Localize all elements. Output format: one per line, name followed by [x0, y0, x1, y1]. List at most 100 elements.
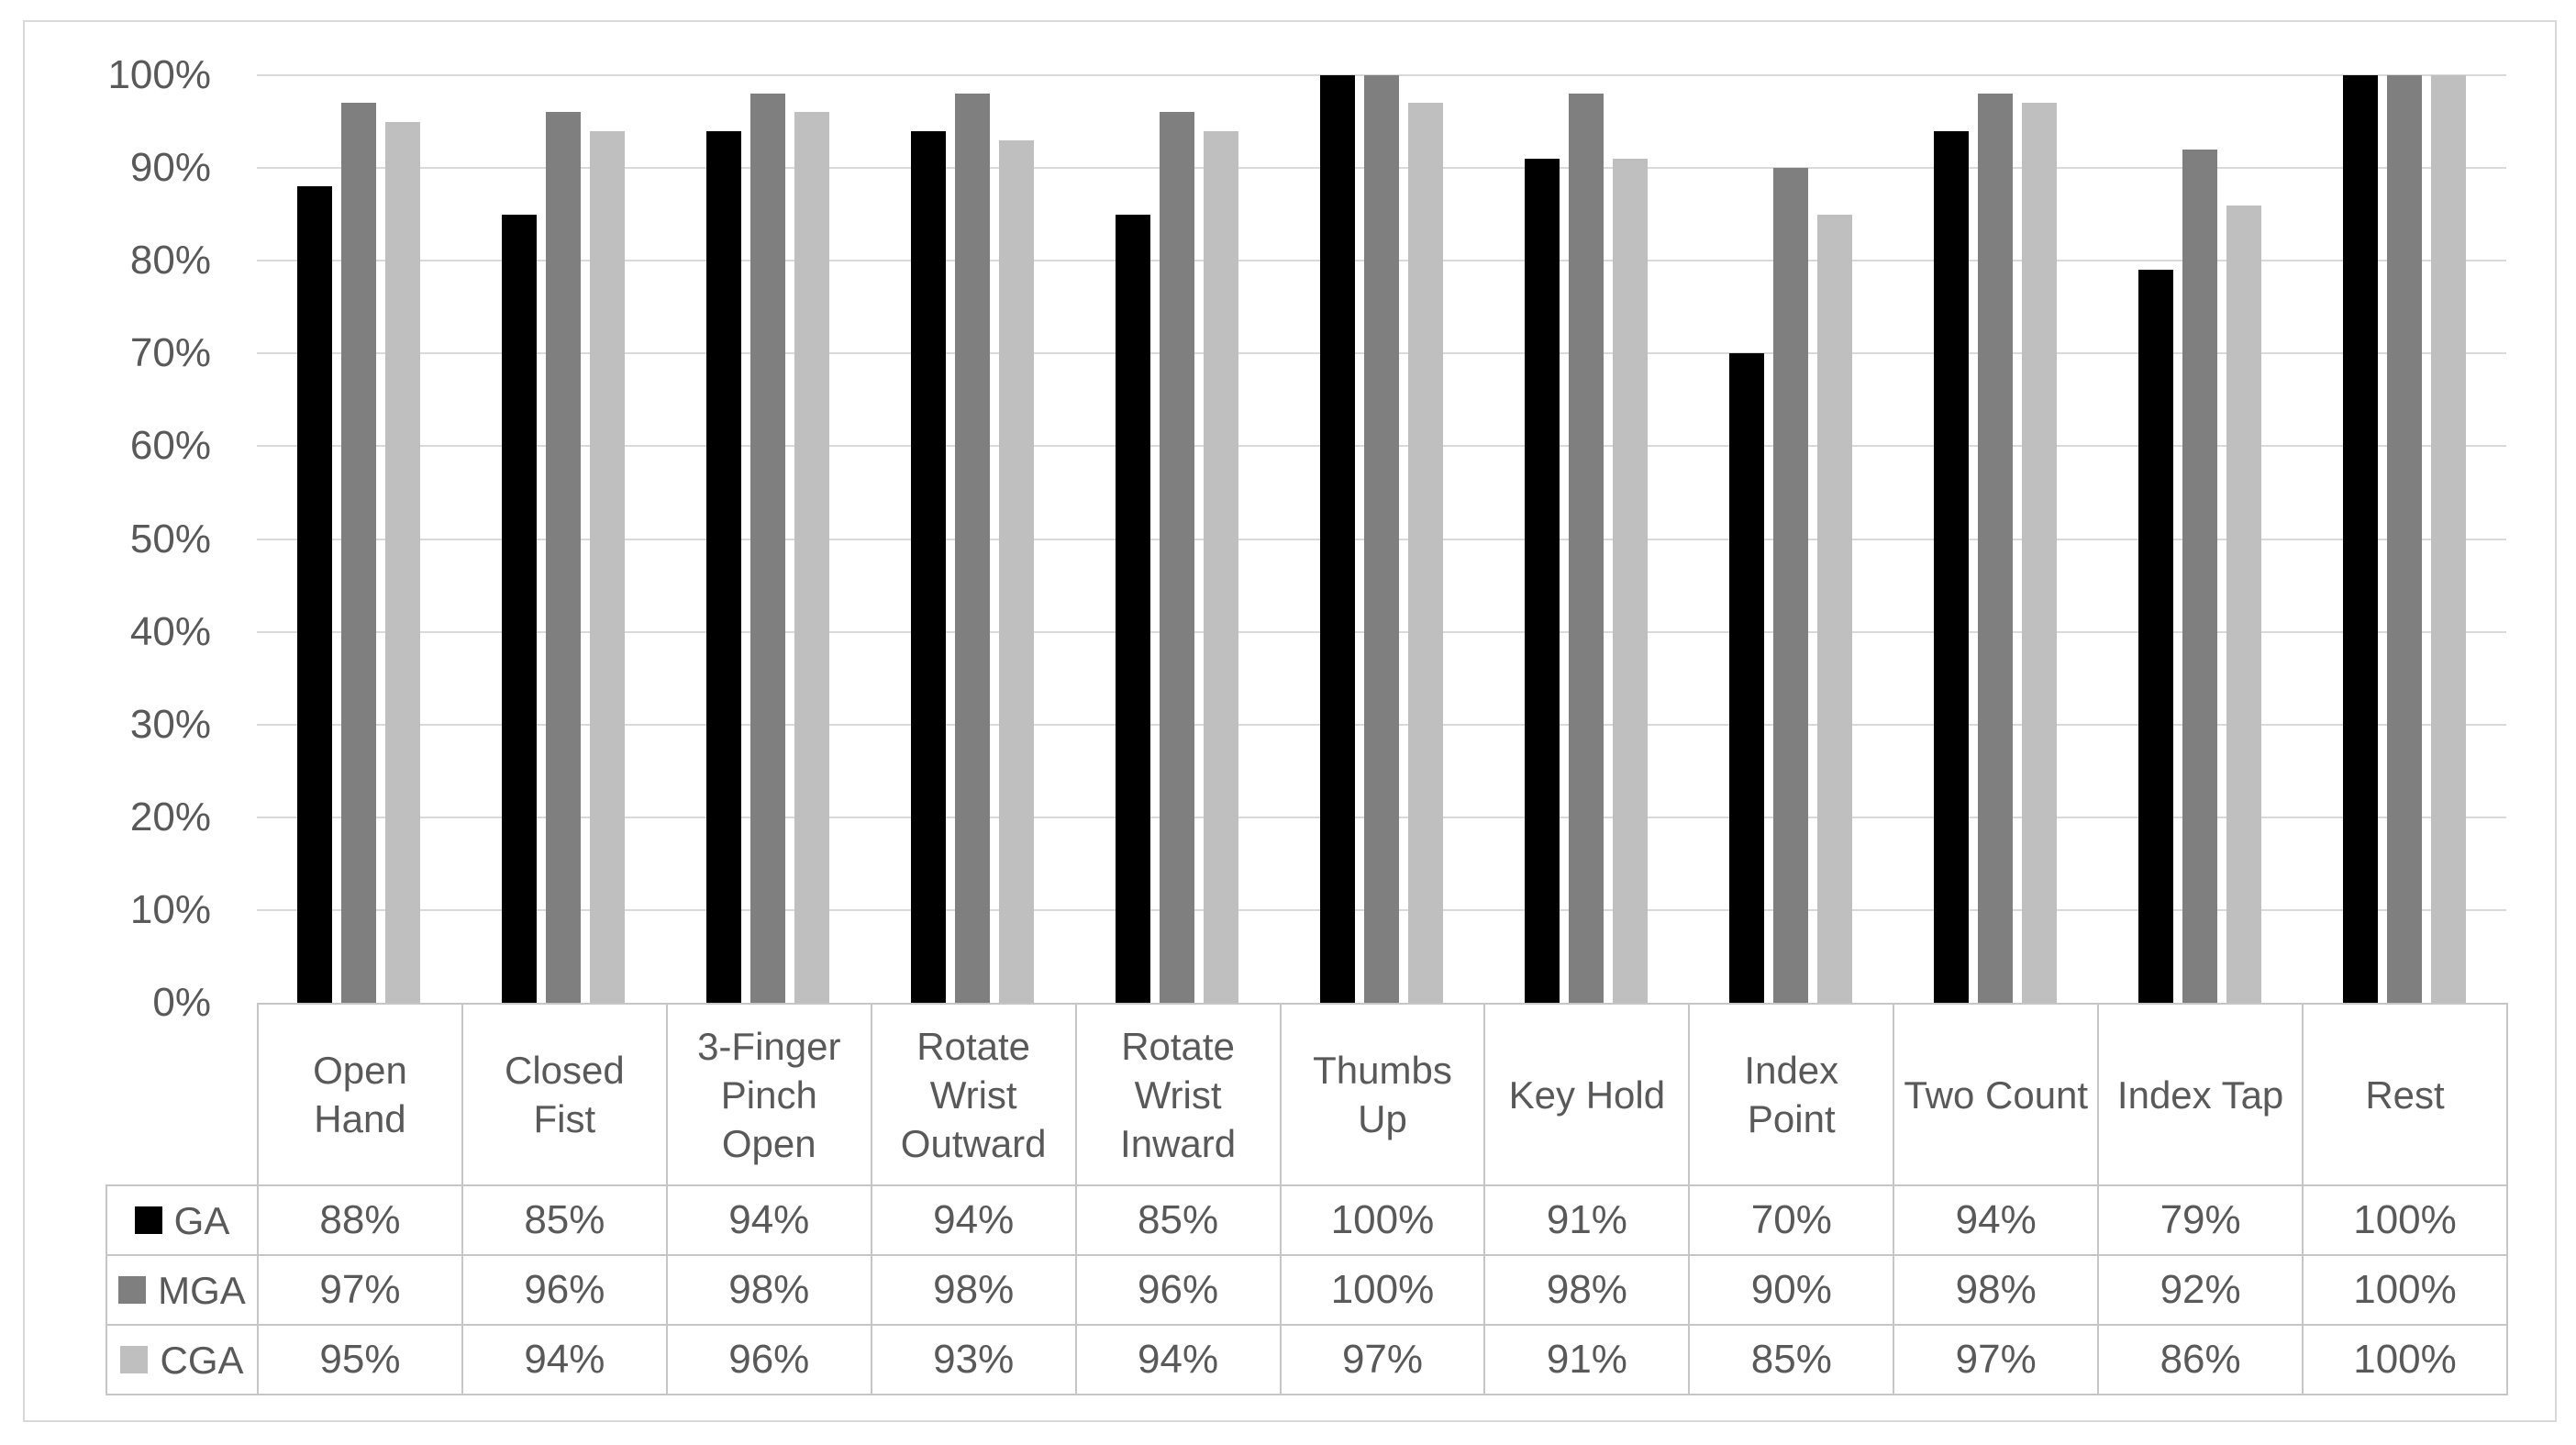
value-cell-mga-3-finger-pinch-open: 98%: [665, 1254, 872, 1326]
bar-mga-key-hold: [1568, 94, 1604, 1003]
value-cell-ga-rotate-wrist-outward: 94%: [870, 1184, 1077, 1256]
value-cell-mga-two-count: 98%: [1893, 1254, 2100, 1326]
chart-plot-area: [257, 74, 2506, 1003]
legend-label-ga: GA: [173, 1199, 230, 1243]
bar-ga-thumbs-up: [1319, 75, 1355, 1003]
bar-mga-rest: [2386, 75, 2422, 1003]
table-header-cell-closed-fist: Closed Fist: [461, 1003, 668, 1186]
value-cell-mga-rest: 100%: [2302, 1254, 2508, 1326]
value-cell-mga-index-point: 90%: [1688, 1254, 1895, 1326]
y-axis-tick-label: 100%: [107, 52, 211, 97]
bar-ga-3-finger-pinch-open: [706, 130, 742, 1003]
value-cell-ga-index-point: 70%: [1688, 1184, 1895, 1256]
value-cell-cga-open-hand: 95%: [257, 1324, 463, 1395]
bar-cga-thumbs-up: [1407, 103, 1443, 1003]
value-cell-cga-thumbs-up: 97%: [1279, 1324, 1486, 1395]
bar-ga-rotate-wrist-outward: [911, 130, 947, 1003]
bar-ga-index-tap: [2137, 270, 2173, 1003]
value-cell-ga-rest: 100%: [2302, 1184, 2508, 1256]
value-cell-ga-closed-fist: 85%: [461, 1184, 668, 1256]
legend-label-mga: MGA: [158, 1269, 246, 1313]
value-cell-cga-key-hold: 91%: [1483, 1324, 1691, 1395]
bar-mga-open-hand: [341, 103, 377, 1003]
bar-mga-3-finger-pinch-open: [750, 94, 786, 1003]
category-group-thumbs-up: [1280, 75, 1484, 1003]
bar-cga-rotate-wrist-outward: [999, 139, 1035, 1003]
y-axis-tick-label: 90%: [129, 145, 211, 191]
value-cell-mga-closed-fist: 96%: [461, 1254, 668, 1326]
table-header-cell-index-tap: Index Tap: [2097, 1003, 2304, 1186]
table-header-row: Open Hand Closed Fist 3-Finger Pinch Open Rotat…: [106, 1003, 2508, 1186]
table-row-cga: CGA 95% 94% 96% 93% 94% 97% 91% 85% 97% 86% 100%: [105, 1324, 2508, 1395]
value-cell-cga-rotate-wrist-outward: 93%: [870, 1324, 1077, 1395]
table-corner-cell: [106, 1004, 258, 1185]
bar-cga-closed-fist: [590, 130, 626, 1003]
legend-cell-mga: MGA: [105, 1254, 259, 1326]
bar-mga-closed-fist: [546, 112, 582, 1003]
value-cell-cga-closed-fist: 94%: [461, 1324, 668, 1395]
table-header-cell-rotate-wrist-outward: Rotate Wrist Outward: [870, 1003, 1077, 1186]
y-axis-tick-label: 40%: [129, 608, 211, 654]
legend-swatch-ga: [134, 1206, 162, 1234]
table-header-cell-rest: Rest: [2302, 1003, 2508, 1186]
bar-mga-index-point: [1772, 168, 1808, 1003]
bar-ga-open-hand: [297, 186, 333, 1003]
value-cell-mga-key-hold: 98%: [1483, 1254, 1691, 1326]
y-axis-tick-label: 30%: [129, 701, 211, 747]
y-axis-tick-label: 50%: [129, 516, 211, 561]
value-cell-ga-rotate-wrist-inward: 85%: [1074, 1184, 1282, 1256]
bar-ga-index-point: [1728, 353, 1764, 1003]
table-header-cell-rotate-wrist-inward: Rotate Wrist Inward: [1074, 1003, 1282, 1186]
bar-ga-two-count: [1933, 130, 1969, 1003]
category-group-key-hold: [1483, 75, 1688, 1003]
y-axis-tick-label: 10%: [129, 886, 211, 932]
value-cell-ga-two-count: 94%: [1893, 1184, 2100, 1256]
table-header-cell-thumbs-up: Thumbs Up: [1279, 1003, 1486, 1186]
category-group-index-point: [1688, 75, 1893, 1003]
value-cell-cga-rotate-wrist-inward: 94%: [1074, 1324, 1282, 1395]
value-cell-mga-rotate-wrist-outward: 98%: [870, 1254, 1077, 1326]
bar-ga-closed-fist: [502, 214, 538, 1003]
value-cell-ga-thumbs-up: 100%: [1279, 1184, 1486, 1256]
y-axis-tick-label: 20%: [129, 794, 211, 839]
value-cell-cga-index-tap: 86%: [2097, 1324, 2304, 1395]
value-cell-mga-index-tap: 92%: [2097, 1254, 2304, 1326]
bar-cga-rest: [2430, 75, 2466, 1003]
category-group-3-finger-pinch-open: [666, 75, 871, 1003]
category-group-index-tap: [2097, 75, 2302, 1003]
category-group-rotate-wrist-outward: [871, 75, 1075, 1003]
legend-cell-ga: GA: [105, 1184, 259, 1256]
value-cell-mga-open-hand: 97%: [257, 1254, 463, 1326]
category-group-two-count: [1893, 75, 2097, 1003]
table-header-cell-3-finger-pinch-open: 3-Finger Pinch Open: [665, 1003, 872, 1186]
value-cell-cga-two-count: 97%: [1893, 1324, 2100, 1395]
table-header-cell-two-count: Two Count: [1893, 1003, 2100, 1186]
value-cell-cga-3-finger-pinch-open: 96%: [665, 1324, 872, 1395]
y-axis-tick-label: 70%: [129, 330, 211, 376]
legend-swatch-mga: [118, 1275, 147, 1304]
bar-mga-rotate-wrist-outward: [955, 94, 991, 1003]
data-table: Open Hand Closed Fist 3-Finger Pinch Open Rotat…: [105, 1003, 2508, 1395]
value-cell-mga-thumbs-up: 100%: [1279, 1254, 1486, 1326]
value-cell-ga-3-finger-pinch-open: 94%: [665, 1184, 872, 1256]
value-cell-cga-rest: 100%: [2302, 1324, 2508, 1395]
bar-cga-open-hand: [385, 121, 421, 1003]
legend-cell-cga: CGA: [105, 1324, 259, 1395]
y-axis-tick-label: 80%: [129, 238, 211, 283]
table-header-cell-open-hand: Open Hand: [257, 1003, 463, 1186]
bar-mga-rotate-wrist-inward: [1160, 112, 1195, 1003]
table-row-mga: MGA 97% 96% 98% 98% 96% 100% 98% 90% 98% 92% 100%: [105, 1254, 2508, 1326]
y-axis: 100% 90% 80% 70% 60% 50% 40% 30% 20% 10% 0%: [55, 0, 211, 1445]
table-row-ga: GA 88% 85% 94% 94% 85% 100% 91% 70% 94% 79% 100%: [105, 1184, 2508, 1256]
bar-cga-index-point: [1816, 214, 1852, 1003]
bar-ga-key-hold: [1524, 159, 1560, 1003]
value-cell-ga-open-hand: 88%: [257, 1184, 463, 1256]
legend-label-cga: CGA: [160, 1339, 244, 1383]
legend-swatch-cga: [120, 1345, 149, 1373]
bar-groups: [257, 75, 2506, 1003]
bar-cga-key-hold: [1612, 159, 1648, 1003]
bar-cga-two-count: [2021, 103, 2057, 1003]
table-header-cell-key-hold: Key Hold: [1483, 1003, 1691, 1186]
bar-ga-rotate-wrist-inward: [1116, 214, 1151, 1003]
